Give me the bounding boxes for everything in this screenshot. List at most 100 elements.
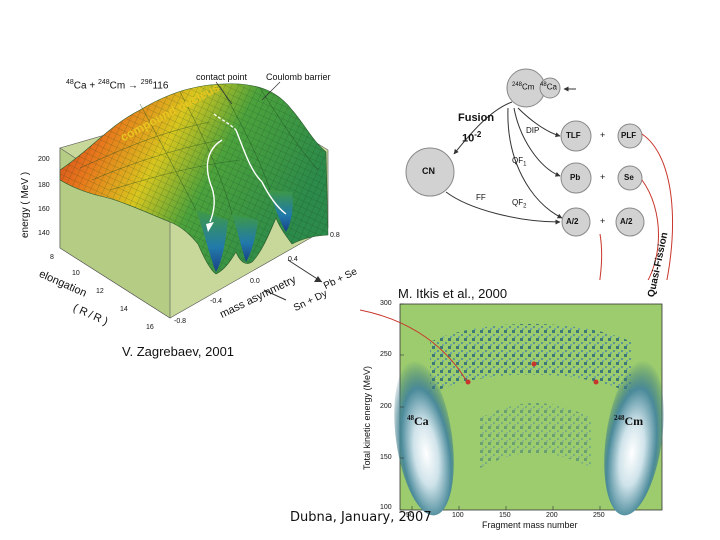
cn-label: CN bbox=[422, 166, 435, 176]
se-to-plot-arrow bbox=[641, 179, 659, 280]
plot-y-tick: 300 bbox=[380, 300, 392, 307]
reaction-prefix: Ca + bbox=[73, 80, 98, 92]
plot-y-tick: 250 bbox=[380, 351, 392, 358]
pb-circle bbox=[560, 162, 592, 194]
itkis-credit: M. Itkis et al., 2000 bbox=[398, 286, 508, 301]
asymmetry-tick: 0.8 bbox=[330, 232, 340, 239]
plot-cm-symbol: Cm bbox=[624, 414, 644, 428]
plf-circle bbox=[617, 123, 643, 149]
plf-to-plot-arrow bbox=[641, 133, 673, 280]
fusion-prob-base: 10 bbox=[462, 132, 475, 145]
cm-nucleus-label: 248Cm bbox=[512, 82, 534, 92]
se-circle bbox=[617, 165, 643, 191]
cm-mass-number: 248 bbox=[97, 79, 110, 86]
valley-left bbox=[196, 210, 228, 272]
reaction-target: Cm bbox=[109, 80, 126, 92]
ff-arrow bbox=[445, 191, 561, 225]
reaction-scheme bbox=[405, 68, 673, 280]
arrow-to-left-marker bbox=[360, 309, 467, 381]
asymmetry-tick: 0.4 bbox=[288, 256, 298, 263]
plus-sign-bottom: + bbox=[600, 216, 606, 226]
elongation-tick: 16 bbox=[146, 324, 154, 331]
dip-label: DIP bbox=[526, 126, 540, 135]
coulomb-barrier-label: Coulomb barrier bbox=[266, 72, 331, 82]
contact-point-label: contact point bbox=[196, 72, 248, 82]
tlf-label: TLF bbox=[566, 131, 581, 140]
marker-left bbox=[465, 379, 471, 385]
asymmetry-tick: -0.4 bbox=[210, 298, 223, 305]
density-band bbox=[430, 324, 632, 394]
qf2-label: QF2 bbox=[512, 198, 526, 210]
product-mass-number: 296 bbox=[140, 79, 153, 86]
density-band-lower bbox=[480, 403, 592, 468]
trajectory-3 bbox=[261, 181, 287, 215]
elongation-tick: 8 bbox=[50, 254, 54, 261]
valley-center bbox=[232, 214, 258, 262]
cm-lobe bbox=[604, 360, 664, 516]
cm-scheme-symbol: Cm bbox=[522, 82, 535, 92]
asymmetry-tick: 0.0 bbox=[250, 278, 260, 285]
energy-tick: 160 bbox=[38, 206, 50, 213]
plot-y-tick: 200 bbox=[380, 403, 392, 410]
plot-cm-label: 248Cm bbox=[614, 414, 643, 429]
zagrebaev-credit: V. Zagrebaev, 2001 bbox=[122, 344, 235, 359]
reaction-equation: 48Ca + 248Cm → 296116 bbox=[66, 79, 168, 91]
a2-left-circle bbox=[561, 207, 591, 237]
tke-mass-plot bbox=[360, 303, 664, 516]
plot-ca-symbol: Ca bbox=[414, 414, 429, 428]
surface-mesh bbox=[60, 83, 328, 274]
trajectory-2 bbox=[235, 129, 263, 183]
fusion-probability: 10-2 bbox=[462, 130, 481, 145]
plus-sign-top: + bbox=[600, 130, 606, 140]
plot-x-tick: 50 bbox=[406, 512, 414, 519]
plot-x-tick: 200 bbox=[546, 512, 558, 519]
plot-y-tick: 150 bbox=[380, 454, 392, 461]
energy-axis-label: energy ( MeV ) bbox=[20, 171, 31, 238]
se-label: Se bbox=[624, 173, 634, 182]
qf1-label: QF1 bbox=[512, 156, 526, 168]
plot-y-axis-label: Total kinetic energy (MeV) bbox=[362, 365, 372, 470]
energy-tick: 140 bbox=[38, 230, 50, 237]
plot-ca-mass: 48 bbox=[407, 414, 414, 422]
elongation-tick: 12 bbox=[96, 288, 104, 295]
plot-y-tick: 100 bbox=[380, 504, 392, 511]
ca-lobe bbox=[394, 360, 454, 516]
qf2-text: QF bbox=[512, 198, 524, 207]
asymmetry-tick: -0.8 bbox=[174, 318, 187, 325]
pb-se-arrow bbox=[287, 259, 323, 283]
coulomb-barrier-leader bbox=[261, 81, 281, 101]
energy-tick: 180 bbox=[38, 182, 50, 189]
qf1-arrow bbox=[513, 107, 561, 177]
pb-label: Pb bbox=[570, 173, 581, 182]
fusion-label: Fusion bbox=[458, 112, 495, 124]
plot-x-tick: 150 bbox=[499, 512, 511, 519]
qf2-subscript: 2 bbox=[523, 203, 527, 210]
contact-point-leader bbox=[215, 81, 233, 105]
plot-x-tick: 250 bbox=[593, 512, 605, 519]
ca-mass-number: 48 bbox=[66, 79, 74, 86]
plot-x-tick: 100 bbox=[452, 512, 464, 519]
pb-se-arrowhead bbox=[314, 276, 322, 282]
cm-scheme-mass: 248 bbox=[512, 82, 523, 88]
ca-nucleus-label: 48Ca bbox=[540, 82, 557, 92]
energy-tick: 200 bbox=[38, 156, 50, 163]
plf-label: PLF bbox=[621, 131, 637, 140]
ca-circle bbox=[539, 77, 561, 99]
reaction-arrow: → bbox=[128, 80, 139, 92]
reaction-product: 116 bbox=[152, 80, 169, 92]
potential-energy-surface bbox=[59, 81, 329, 319]
marker-center bbox=[531, 361, 537, 367]
ff-label: FF bbox=[476, 193, 486, 202]
a2-left-label: A/2 bbox=[566, 217, 579, 226]
qf1-subscript: 1 bbox=[523, 161, 527, 168]
ca-scheme-symbol: Ca bbox=[546, 82, 557, 92]
trajectory-dashed bbox=[213, 113, 237, 131]
plot-cm-mass: 248 bbox=[614, 414, 625, 422]
plot-x-axis-label: Fragment mass number bbox=[482, 520, 578, 530]
elongation-tick: 14 bbox=[120, 306, 128, 313]
dip-arrow bbox=[517, 107, 561, 138]
qf2-arrow bbox=[507, 107, 563, 219]
trajectory-1 bbox=[206, 139, 223, 223]
tlf-circle bbox=[560, 120, 592, 152]
footer-text: Dubna, January, 2007 bbox=[290, 510, 432, 525]
